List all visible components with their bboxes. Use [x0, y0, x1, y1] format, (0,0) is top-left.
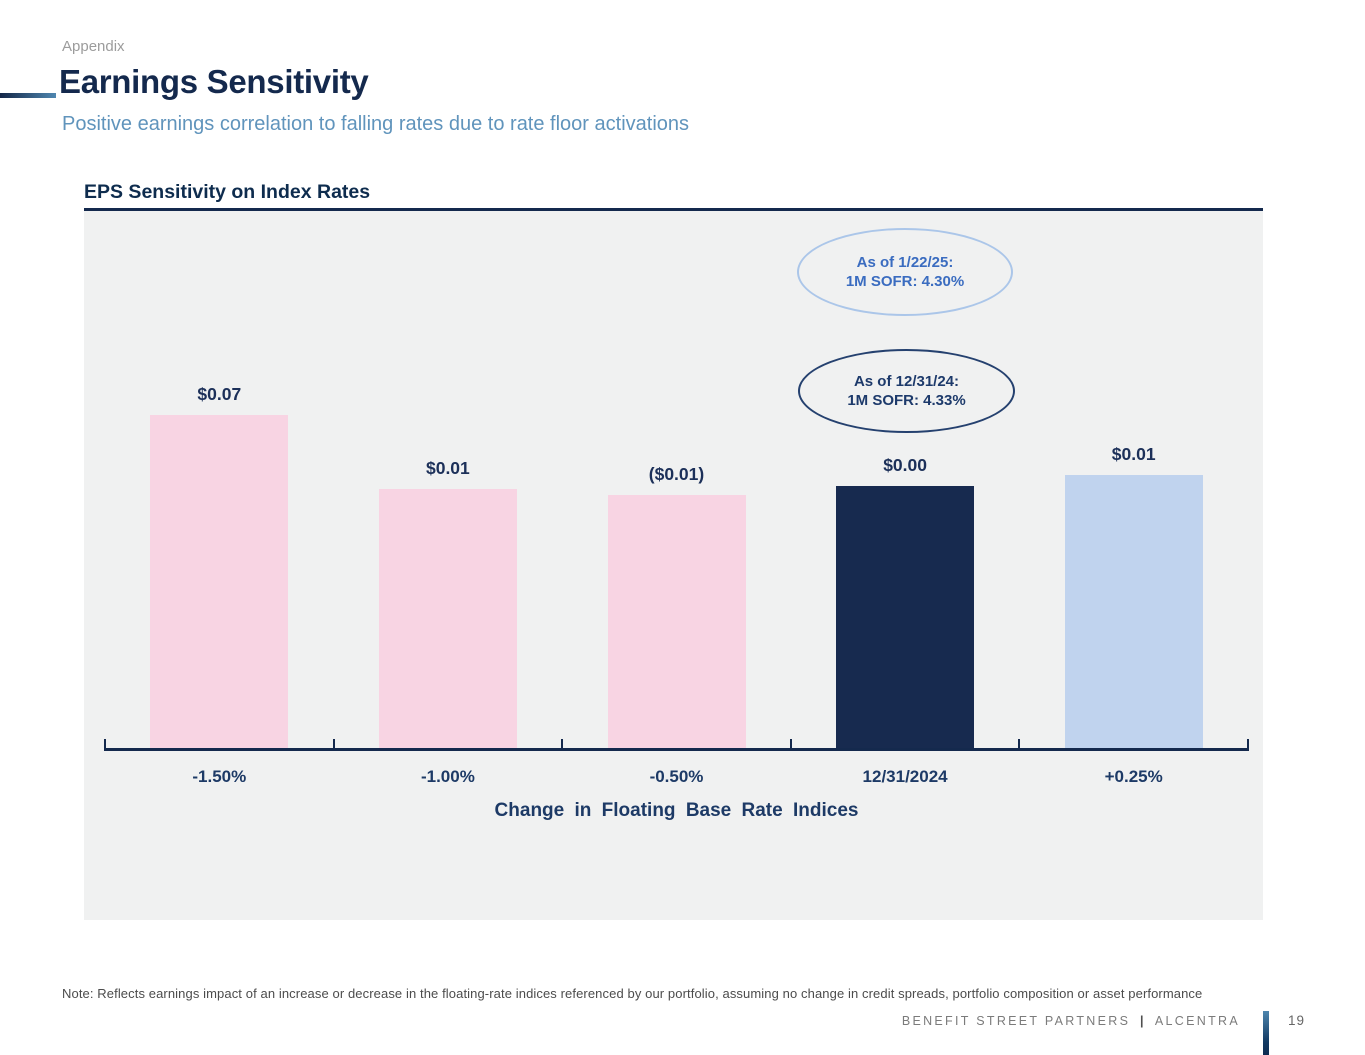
- x-axis-title: Change in Floating Base Rate Indices: [494, 800, 859, 821]
- x-tick-label: 12/31/2024: [862, 767, 948, 786]
- x-tick-label: -0.50%: [649, 767, 704, 786]
- chart-title: EPS Sensitivity on Index Rates: [84, 181, 371, 203]
- annotation-line: 1M SOFR: 4.30%: [845, 273, 965, 290]
- page-title: Earnings Sensitivity: [59, 63, 369, 100]
- brand-name-left: BENEFIT STREET PARTNERS: [901, 1014, 1131, 1028]
- page-subtitle: Positive earnings correlation to falling…: [62, 113, 690, 135]
- x-tick-label: -1.00%: [420, 767, 475, 786]
- footer-brand: BENEFIT STREET PARTNERS | ALCENTRA: [902, 1014, 1240, 1028]
- bar-value-label: $0.07: [197, 384, 242, 404]
- brand-separator: |: [1140, 1014, 1146, 1028]
- bar-5: [1064, 475, 1203, 750]
- axis-tick: [561, 739, 564, 749]
- footnote: Note: Reflects earnings impact of an inc…: [62, 986, 1203, 1001]
- axis-tick: [1018, 739, 1021, 749]
- x-tick-label: -1.50%: [192, 767, 247, 786]
- bar-value-label: $0.01: [425, 458, 470, 478]
- bar-2: [378, 489, 517, 750]
- page-number-accent-bar: [1263, 1011, 1269, 1055]
- annotation-line: 1M SOFR: 4.33%: [847, 392, 966, 409]
- annotation-line: As of 12/31/24:: [853, 373, 960, 390]
- axis-tick: [332, 739, 335, 749]
- bar-3: [607, 495, 746, 750]
- annotation-line: As of 1/22/25:: [856, 254, 954, 271]
- brand-name-right: ALCENTRA: [1154, 1014, 1240, 1028]
- axis-tick: [789, 739, 792, 749]
- axis-tick: [1247, 739, 1249, 749]
- x-axis-line: [104, 748, 1249, 751]
- bar-value-label: $0.01: [1111, 444, 1156, 464]
- bar-value-label: ($0.01): [648, 464, 705, 484]
- title-accent-dash: [0, 93, 56, 98]
- x-tick-label: +0.25%: [1104, 767, 1163, 786]
- section-eyebrow: Appendix: [62, 38, 125, 55]
- page-number: 19: [1288, 1013, 1306, 1028]
- bar-1: [150, 415, 289, 750]
- annotation-oval-yearend-sofr: As of 12/31/24: 1M SOFR: 4.33%: [798, 349, 1015, 433]
- bar-value-label: $0.00: [883, 455, 927, 475]
- axis-tick: [104, 739, 106, 749]
- bar-4: [836, 486, 975, 750]
- chart-title-rule: [84, 208, 1263, 211]
- annotation-oval-current-sofr: As of 1/22/25: 1M SOFR: 4.30%: [797, 228, 1013, 316]
